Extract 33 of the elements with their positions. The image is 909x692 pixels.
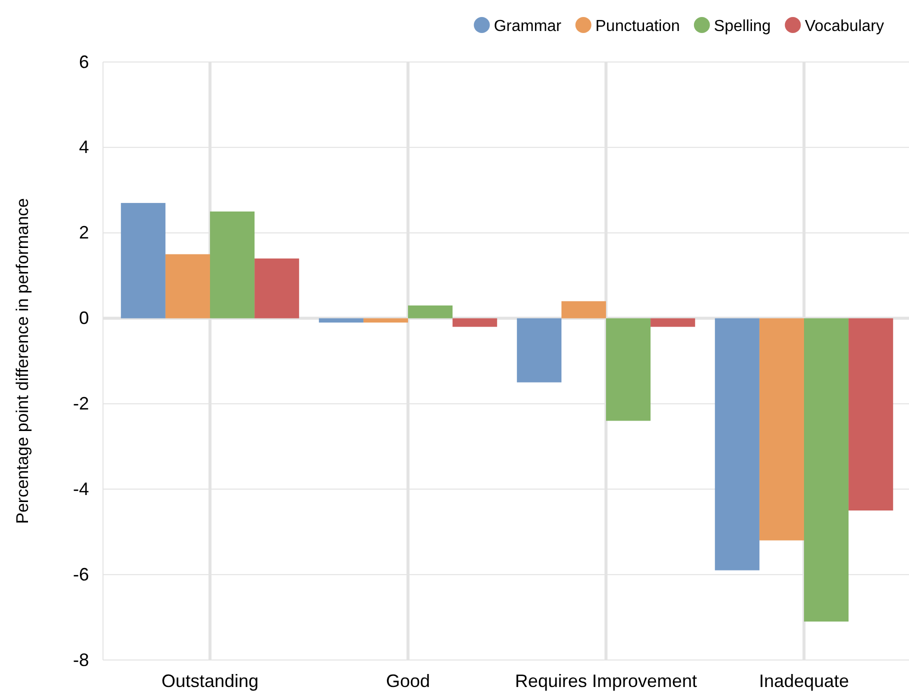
bar — [452, 318, 498, 327]
bar — [804, 318, 849, 622]
legend-label: Vocabulary — [804, 18, 884, 35]
bar — [254, 258, 300, 318]
bar — [561, 301, 606, 318]
bar — [759, 318, 804, 540]
y-tick-label: -4 — [72, 478, 89, 499]
y-axis-title: Percentage point difference in performance — [13, 198, 32, 524]
bar — [318, 318, 364, 323]
bar — [848, 318, 894, 510]
y-tick-label: -8 — [72, 650, 89, 670]
bar — [516, 318, 562, 382]
bar — [650, 318, 696, 327]
bar — [714, 318, 760, 570]
y-tick-label: -6 — [72, 564, 89, 584]
x-tick-label: Requires Improvement — [514, 670, 698, 691]
bar — [408, 305, 453, 318]
bar — [606, 318, 651, 421]
legend-label: Punctuation — [595, 18, 680, 35]
bar — [210, 212, 255, 318]
y-tick-label: 4 — [78, 137, 89, 158]
bar — [165, 254, 210, 318]
legend-label: Grammar — [494, 18, 562, 35]
x-tick-label: Good — [386, 670, 430, 691]
bar — [120, 202, 166, 318]
legend-label: Spelling — [714, 18, 771, 35]
y-tick-label: -2 — [72, 393, 89, 414]
y-tick-label: 2 — [78, 222, 89, 243]
y-tick-label: 6 — [78, 52, 89, 72]
x-tick-label: Outstanding — [161, 670, 259, 691]
y-tick-label: 0 — [78, 308, 89, 328]
bar — [363, 318, 408, 323]
x-tick-label: Inadequate — [758, 670, 850, 691]
